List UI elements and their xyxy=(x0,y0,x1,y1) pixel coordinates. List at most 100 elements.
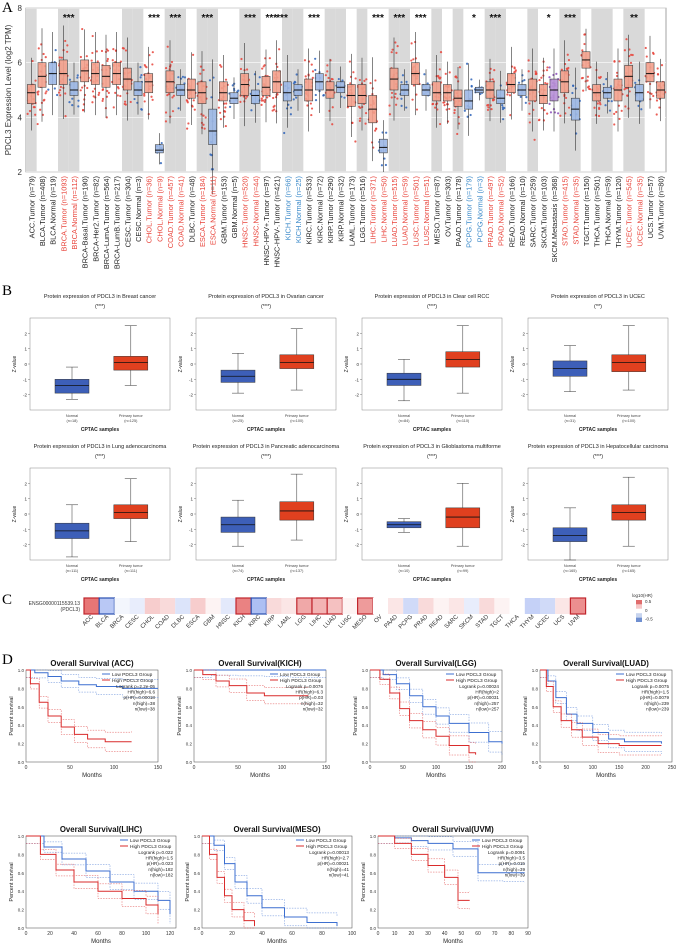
data-point xyxy=(181,75,185,78)
x-tick-label: DLBC.Tumor (n=48) xyxy=(187,176,196,242)
subplot-frame xyxy=(527,467,669,561)
y-axis-label: Z-value xyxy=(178,355,184,372)
data-point xyxy=(101,88,104,92)
x-tick-label: 80 xyxy=(509,931,515,937)
data-point xyxy=(283,131,286,135)
data-point xyxy=(116,94,119,97)
data-point xyxy=(57,91,61,94)
data-point xyxy=(546,66,549,69)
heatmap-column-label: UCS xyxy=(553,614,566,627)
x-tick-label: PAAD.Tumor (n=178) xyxy=(454,176,463,246)
y-tick-label: 0.6 xyxy=(362,705,369,710)
data-point xyxy=(400,97,403,100)
data-point xyxy=(143,94,146,97)
data-point xyxy=(411,98,414,101)
data-point xyxy=(150,95,153,98)
survival-stat: HR(high)=1.5 xyxy=(642,690,670,695)
y-tick-label: 0.6 xyxy=(18,705,25,710)
y-tick-label: 1.0 xyxy=(532,668,539,673)
heatmap-column-label: LIHC xyxy=(309,614,323,628)
data-point xyxy=(609,85,613,88)
x-tick-label: 150 xyxy=(465,765,474,771)
data-point xyxy=(598,101,601,104)
survival-frame xyxy=(539,669,673,763)
survival-stat: n(high)=32 xyxy=(301,701,324,706)
data-point xyxy=(395,103,398,106)
survival-stat: n(low)=257 xyxy=(476,706,499,711)
x-tick-label: KIRC.Tumor (n=533) xyxy=(305,176,314,245)
survival-stat: n(low)=32 xyxy=(303,706,324,711)
subplot-frame xyxy=(361,317,503,411)
x-tick-label: 120 xyxy=(166,931,175,937)
data-point xyxy=(596,102,599,105)
data-point xyxy=(31,59,34,63)
tumor-n: (n=125) xyxy=(124,419,138,423)
legend-high-label: High PDCL3 Group xyxy=(626,678,668,684)
data-point xyxy=(79,89,82,92)
data-point xyxy=(164,120,168,123)
data-point xyxy=(37,90,40,93)
x-tick-label: 60 xyxy=(95,931,101,937)
x-tick-label: CHOL.Tumor (n=36) xyxy=(145,176,154,243)
data-point xyxy=(415,93,418,96)
low-survival-curve xyxy=(26,835,171,915)
data-point xyxy=(349,75,353,78)
data-point xyxy=(289,106,293,109)
data-point xyxy=(528,102,531,105)
tumor-label: Primary tumor xyxy=(119,564,144,568)
y-tick-label: 0.6 xyxy=(18,871,25,876)
heatmap-cell xyxy=(464,598,480,614)
box-body xyxy=(645,62,655,83)
data-point xyxy=(354,140,357,143)
data-point xyxy=(469,113,472,117)
y-tick-label: 0.8 xyxy=(186,686,193,691)
heatmap-column-label: SKCM xyxy=(459,614,476,631)
data-point xyxy=(634,81,637,84)
subplot-significance: (***) xyxy=(95,304,105,310)
data-point xyxy=(364,112,368,115)
data-point xyxy=(487,103,490,107)
data-point xyxy=(549,111,553,114)
data-point xyxy=(117,87,120,90)
survival-stat: p(HR)=0.015 xyxy=(499,861,526,866)
y-tick-label: 2 xyxy=(18,168,23,177)
data-point xyxy=(177,107,180,110)
data-point xyxy=(613,112,616,115)
data-point xyxy=(448,71,451,74)
data-point xyxy=(324,74,327,77)
data-point xyxy=(525,96,528,99)
data-point xyxy=(628,90,631,93)
data-point xyxy=(535,72,538,76)
survival-stat: p(HR)=0.00031 xyxy=(467,695,499,700)
data-point xyxy=(223,115,226,118)
x-tick-label: 0 xyxy=(25,765,28,771)
box-body xyxy=(357,84,367,104)
data-point xyxy=(326,70,329,73)
x-tick-label: OV.Tumor (n=303) xyxy=(443,176,452,237)
x-tick-label: ESCA.Normal (n=11) xyxy=(209,176,218,245)
normal-n: (n=25) xyxy=(232,419,244,423)
survival-title: Overall Survival (ACC) xyxy=(50,659,134,668)
x-tick-label: 40 xyxy=(442,931,448,937)
tumor-label: Primary tumor xyxy=(119,414,144,418)
data-point xyxy=(171,110,175,113)
significance-marker: *** xyxy=(265,13,277,24)
y-tick-label: 1.0 xyxy=(18,834,25,839)
data-point xyxy=(285,107,289,110)
heatmap-column-label: TGCT xyxy=(490,614,506,630)
data-point xyxy=(567,106,571,109)
x-tick-label: 20 xyxy=(47,931,53,937)
data-point xyxy=(486,108,490,112)
x-tick-label: 60 xyxy=(289,931,295,937)
data-point xyxy=(210,153,213,157)
subplot-frame xyxy=(527,317,669,411)
data-point xyxy=(615,71,619,74)
y-tick-label: 0 xyxy=(522,512,525,517)
x-tick-label: LAML.Tumor (n=173) xyxy=(347,176,356,246)
x-tick-label: THYM.Tumor (n=120) xyxy=(614,176,623,248)
high-survival-curve xyxy=(26,835,159,915)
normal-label: Normal xyxy=(564,414,576,418)
data-point xyxy=(618,60,621,63)
data-point xyxy=(43,98,46,102)
heatmap-cell xyxy=(129,598,145,614)
